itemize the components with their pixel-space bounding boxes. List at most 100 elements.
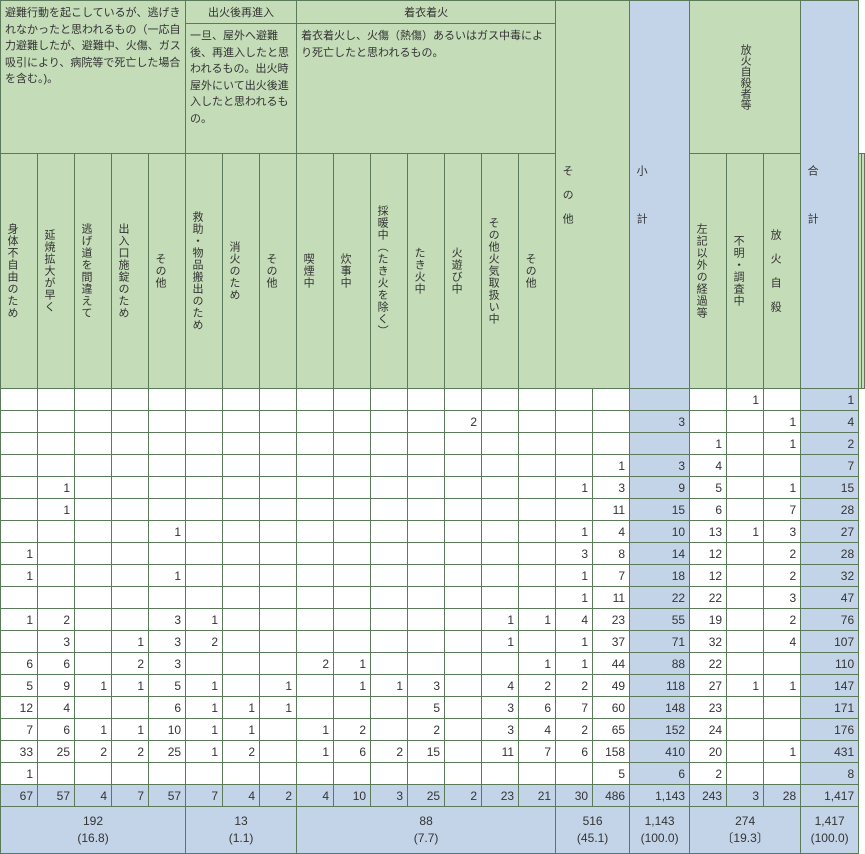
cell	[260, 433, 297, 455]
cell: 1	[149, 521, 186, 543]
cell: 1	[1, 763, 38, 785]
cell	[445, 521, 482, 543]
cell	[223, 587, 260, 609]
cell	[519, 455, 556, 477]
cell	[223, 565, 260, 587]
cell	[334, 565, 371, 587]
cell	[186, 521, 223, 543]
cell	[149, 389, 186, 411]
desc-escape: 避難行動を起こしているが、逃げきれなかったと思われるもの（一応自力避難したが、避…	[1, 1, 186, 154]
cell: 1	[371, 675, 408, 697]
cell	[223, 433, 260, 455]
cell	[371, 587, 408, 609]
cell	[1, 411, 38, 433]
table-row: 112	[1, 433, 865, 455]
cell	[445, 587, 482, 609]
cell	[593, 411, 630, 433]
cell	[297, 499, 334, 521]
cell	[297, 565, 334, 587]
table-row: 11171812232	[1, 565, 865, 587]
cell	[727, 631, 764, 653]
cell	[149, 411, 186, 433]
cell	[223, 653, 260, 675]
cell	[186, 543, 223, 565]
cell	[519, 521, 556, 543]
col-1: 延焼拡大が早く	[38, 154, 75, 389]
cell: 25	[149, 741, 186, 763]
cell	[75, 411, 112, 433]
cell: 1	[593, 455, 630, 477]
cell	[519, 411, 556, 433]
cell: 2	[38, 609, 75, 631]
cell	[593, 389, 630, 411]
cell	[186, 411, 223, 433]
cell: 28	[764, 785, 801, 807]
cell: 1	[38, 499, 75, 521]
cell	[38, 565, 75, 587]
cell	[260, 543, 297, 565]
cat-clothing: 着衣着火	[297, 1, 556, 24]
cell: 1	[186, 741, 223, 763]
cell: 7	[112, 785, 149, 807]
cell: 3	[149, 609, 186, 631]
cell: 25	[408, 785, 445, 807]
cell: 24	[690, 719, 727, 741]
cell	[519, 543, 556, 565]
cell: 1	[482, 609, 519, 631]
cell: 3	[556, 543, 593, 565]
cell	[112, 499, 149, 521]
cell: 14	[630, 543, 690, 565]
cell	[727, 697, 764, 719]
cell: 5	[593, 763, 630, 785]
cell	[371, 411, 408, 433]
cell: 176	[801, 719, 859, 741]
cell	[75, 543, 112, 565]
cell: 6	[690, 499, 727, 521]
cell: 2	[408, 719, 445, 741]
cell	[75, 631, 112, 653]
cell	[75, 587, 112, 609]
table-row: 5911511113422491182711147	[1, 675, 865, 697]
cell: 3	[764, 521, 801, 543]
cell	[1, 389, 38, 411]
cell: 3	[371, 785, 408, 807]
cell	[408, 763, 445, 785]
cell: 1	[727, 675, 764, 697]
cell	[260, 587, 297, 609]
cell: 67	[1, 785, 38, 807]
cell: 6	[38, 653, 75, 675]
cell	[1, 477, 38, 499]
cell	[334, 543, 371, 565]
cell: 486	[593, 785, 630, 807]
cell	[112, 433, 149, 455]
cell: 5	[408, 697, 445, 719]
cell	[75, 521, 112, 543]
cell	[371, 565, 408, 587]
cell: 4	[690, 455, 727, 477]
sum-g2: 13 (1.1)	[186, 807, 297, 854]
cell	[482, 477, 519, 499]
cell	[112, 609, 149, 631]
cell: 71	[630, 631, 690, 653]
cell	[75, 455, 112, 477]
cell	[445, 697, 482, 719]
cell: 12	[690, 565, 727, 587]
cell	[75, 763, 112, 785]
cell: 60	[593, 697, 630, 719]
cell	[223, 631, 260, 653]
fire-deaths-table: 避難行動を起こしているが、逃げきれなかったと思われるもの（一応自力避難したが、避…	[0, 0, 865, 854]
cell	[764, 455, 801, 477]
cell: 20	[690, 741, 727, 763]
cell: 2	[223, 741, 260, 763]
cell: 3	[727, 785, 764, 807]
cell	[38, 763, 75, 785]
cell	[334, 455, 371, 477]
cell	[556, 433, 593, 455]
table-row: 3132113771324107	[1, 631, 865, 653]
cell	[556, 763, 593, 785]
cell	[556, 389, 593, 411]
cell	[334, 499, 371, 521]
cell	[371, 653, 408, 675]
cell: 25	[38, 741, 75, 763]
cell	[445, 631, 482, 653]
